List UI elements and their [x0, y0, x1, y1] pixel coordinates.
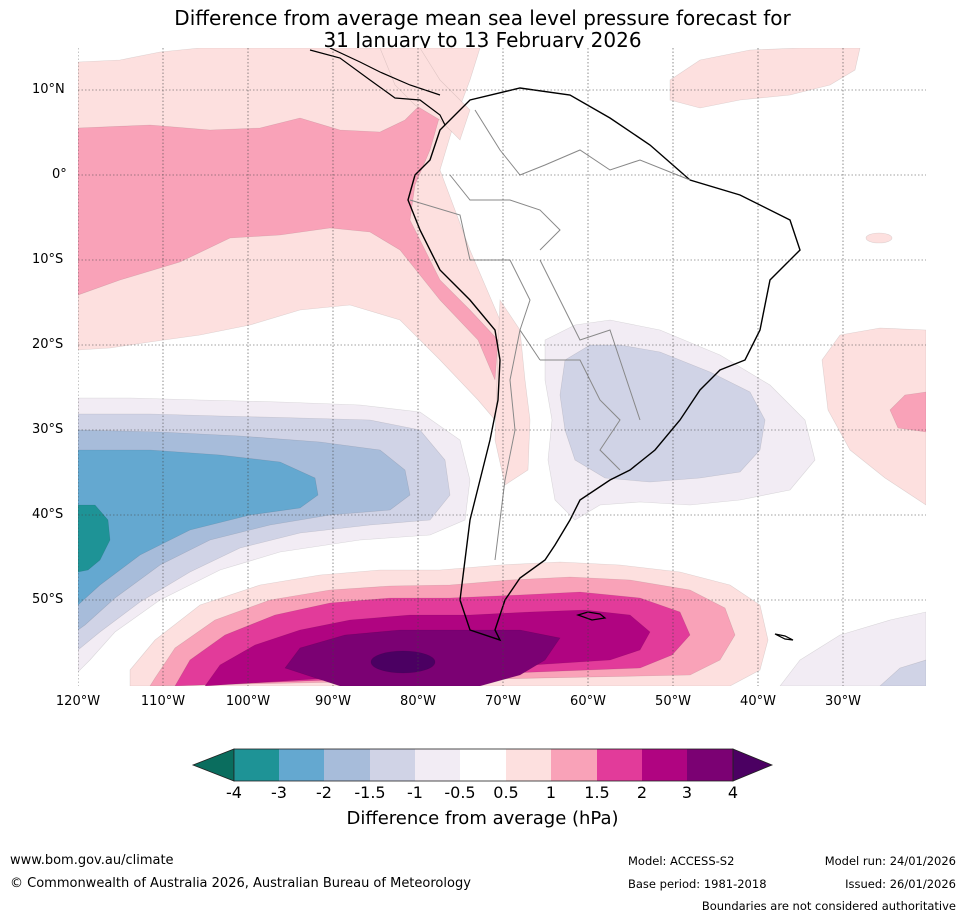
- contour-pacific-positive-1: [78, 99, 499, 381]
- lon-label: 100°W: [225, 694, 271, 709]
- footer-disclaimer: Boundaries are not considered authoritat…: [701, 899, 956, 913]
- central-america-coastline: [309, 48, 446, 126]
- contour-southeast-negative-1: [879, 659, 926, 686]
- contour-atlantic-east-positive: [821, 327, 926, 506]
- footer-url[interactable]: www.bom.gov.au/climate: [10, 853, 174, 868]
- lon-label: 50°W: [655, 694, 691, 709]
- contour-pacific-negative-3: [78, 504, 111, 573]
- colorbar-frame: [233, 748, 734, 782]
- colorbar-title: Difference from average (hPa): [346, 808, 619, 829]
- colorbar-extend-low: [191, 748, 235, 782]
- south-georgia: [774, 633, 794, 641]
- colorbar-swatch: [415, 749, 460, 781]
- lon-label: 110°W: [140, 694, 186, 709]
- colorbar-tick: -1: [407, 783, 423, 802]
- colorbar-tick: 1: [545, 783, 557, 802]
- colorbar-swatch: [642, 749, 687, 781]
- colorbar-swatch: [687, 749, 733, 781]
- colorbar-swatch: [597, 749, 642, 781]
- contour-caribbean-positive: [379, 48, 471, 141]
- contour-atlantic-north-positive: [669, 48, 861, 109]
- lon-label: 80°W: [400, 694, 436, 709]
- graticule: [78, 48, 926, 686]
- contour-pacific-negative-2: [78, 449, 319, 606]
- colorbar-swatch: [370, 749, 415, 781]
- lat-label: 50°S: [32, 592, 64, 607]
- lon-label: 60°W: [570, 694, 606, 709]
- contour-brazil-negative-1: [559, 344, 766, 483]
- chart-title-line1: Difference from average mean sea level p…: [174, 6, 791, 30]
- colorbar-tick: -1.5: [354, 783, 386, 802]
- footer-model: Model: ACCESS-S2: [628, 854, 735, 868]
- footer-issued: Issued: 26/01/2026: [845, 877, 956, 891]
- contour-small-positive: [865, 232, 893, 244]
- contour-chile-coast-positive: [494, 299, 531, 486]
- colorbar-tick: -2: [316, 783, 332, 802]
- colorbar-tick: -3: [271, 783, 287, 802]
- colorbar-tick: 1.5: [584, 783, 610, 802]
- colorbar-extend-high: [732, 748, 774, 782]
- lat-label: 40°S: [32, 507, 64, 522]
- footer-copyright: © Commonwealth of Australia 2026, Austra…: [10, 876, 471, 891]
- colorbar-swatch: [279, 749, 324, 781]
- colorbar-swatch: [234, 749, 279, 781]
- lat-label: 30°S: [32, 422, 64, 437]
- lat-label: 0°: [52, 167, 67, 182]
- colorbar-tick: 0.5: [493, 783, 519, 802]
- colorbar-tick: 2: [636, 783, 648, 802]
- colorbar-tick: 4: [727, 783, 739, 802]
- contour-southeast-negative-0-5: [779, 611, 926, 686]
- lon-label: 30°W: [825, 694, 861, 709]
- lat-label: 20°S: [32, 337, 64, 352]
- colorbar-swatch: [506, 749, 551, 781]
- colorbar-swatch: [460, 749, 506, 781]
- colorbar-swatch: [551, 749, 597, 781]
- footer-base-period: Base period: 1981-2018: [628, 877, 767, 891]
- lon-label: 120°W: [55, 694, 101, 709]
- lon-label: 40°W: [740, 694, 776, 709]
- colorbar-tick: -0.5: [444, 783, 476, 802]
- contour-atlantic-east-positive-1: [889, 391, 926, 433]
- lat-label: 10°N: [32, 82, 65, 97]
- lon-label: 90°W: [315, 694, 351, 709]
- contour-southern-positive-4: [370, 650, 436, 674]
- colorbar-tick: -4: [226, 783, 242, 802]
- footer-model-run: Model run: 24/01/2026: [824, 854, 956, 868]
- falkland-islands: [576, 611, 607, 621]
- lon-label: 70°W: [485, 694, 521, 709]
- lat-label: 10°S: [32, 252, 64, 267]
- colorbar-swatch: [324, 749, 370, 781]
- colorbar-tick: 3: [681, 783, 693, 802]
- south-america-coastline: [407, 87, 801, 642]
